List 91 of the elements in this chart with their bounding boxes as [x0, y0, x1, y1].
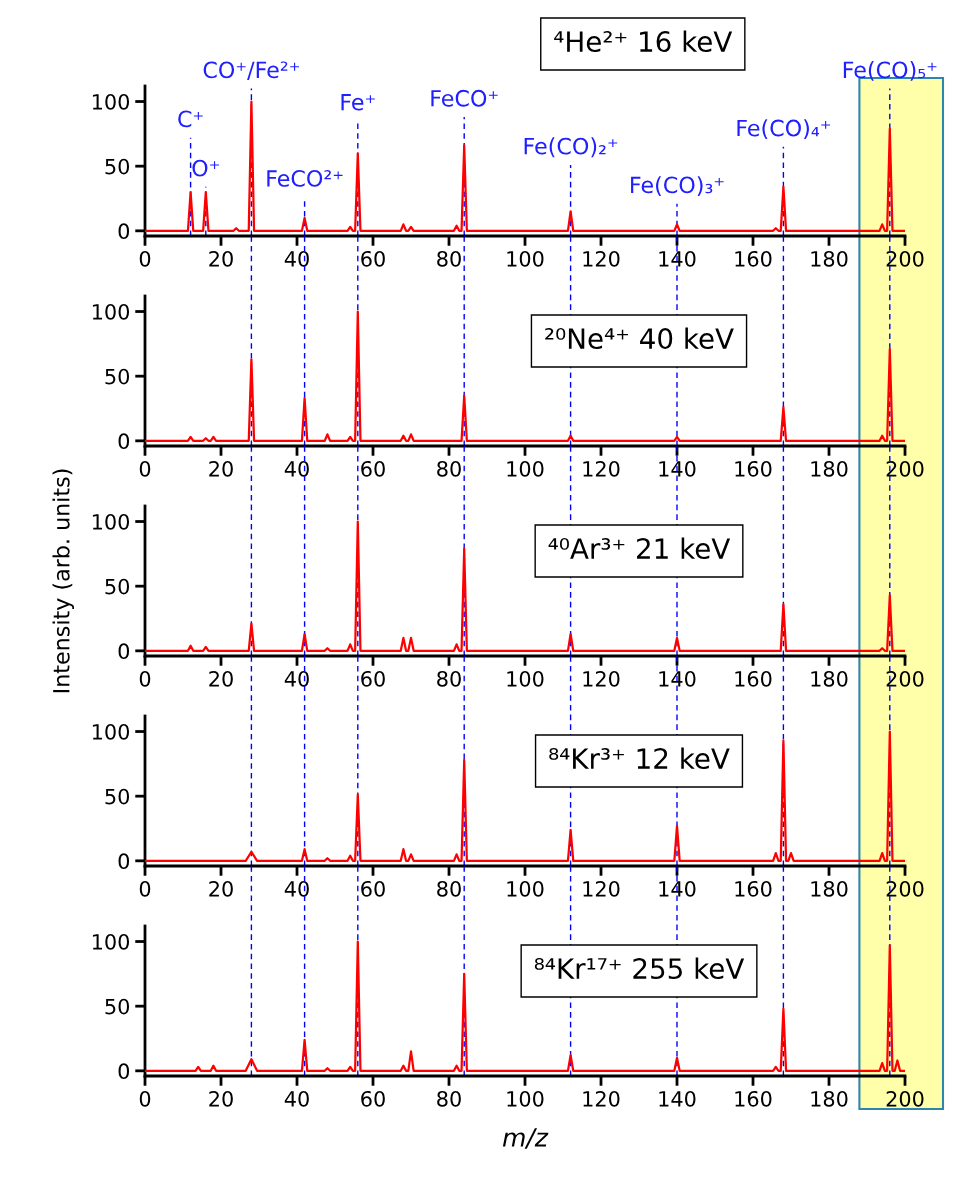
x-tick-label: 180 — [811, 670, 848, 687]
x-tick-label: 60 — [361, 460, 385, 477]
x-tick-label: 100 — [507, 880, 544, 897]
x-tick-label: 160 — [735, 460, 772, 477]
annotation: ²⁰Ne⁴⁺ 40 keV — [545, 327, 734, 350]
text: ⁴He²⁺ 16 keV — [554, 30, 733, 53]
x-tick-label: 160 — [735, 670, 772, 687]
x-tick-label: 80 — [437, 250, 461, 267]
x-tick-label: 200 — [886, 1090, 924, 1107]
line-series — [145, 310, 905, 442]
x-tick-label: 0 — [139, 460, 151, 477]
line-series — [145, 520, 905, 652]
x-tick-label: 0 — [139, 1090, 151, 1107]
x-tick-label: 20 — [209, 1090, 233, 1107]
annotation: Fe(CO)₅⁺ — [843, 61, 937, 81]
x-tick-label: 20 — [209, 670, 233, 687]
annotation: ⁸⁴Kr³⁺ 12 keV — [549, 747, 730, 770]
y-axis-title: Intensity (arb. units) — [52, 469, 74, 693]
x-tick-label: 100 — [507, 250, 544, 267]
x-tick-label: 40 — [284, 460, 309, 477]
x-tick-label: 120 — [583, 670, 620, 687]
y-tick-label: 50 — [105, 998, 130, 1015]
x-axis-title: m/z — [502, 1128, 549, 1149]
x-tick-label: 40 — [284, 250, 309, 267]
x-tick-label: 80 — [437, 1090, 461, 1107]
x-tick-label: 160 — [735, 250, 772, 267]
x-tick-label: 120 — [583, 460, 620, 477]
x-tick-label: 120 — [583, 880, 620, 897]
x-tick-label: 60 — [361, 880, 385, 897]
x-tick-label: 180 — [811, 880, 848, 897]
y-tick-label: 0 — [118, 1063, 130, 1080]
x-tick-label: 180 — [811, 1090, 848, 1107]
x-tick-label: 100 — [507, 1090, 544, 1107]
x-tick-label: 140 — [659, 250, 696, 267]
x-tick-label: 140 — [659, 880, 696, 897]
x-tick-label: 160 — [735, 1090, 772, 1107]
y-tick-label: 0 — [118, 853, 130, 870]
annotation: Fe(CO)₂⁺ — [524, 137, 618, 158]
x-tick-label: 120 — [583, 250, 620, 267]
y-tick-label: 0 — [118, 643, 130, 660]
x-tick-label: 200 — [886, 460, 924, 477]
x-tick-label: 20 — [209, 460, 233, 477]
y-tick-label: 100 — [92, 303, 130, 320]
x-tick-label: 20 — [209, 880, 233, 897]
line-series — [145, 940, 905, 1072]
x-tick-label: 80 — [437, 460, 461, 477]
y-tick-label: 50 — [105, 788, 130, 805]
y-tick-label: 100 — [92, 513, 130, 530]
y-tick-label: 50 — [105, 578, 130, 595]
x-tick-label: 100 — [507, 670, 544, 687]
x-tick-label: 160 — [735, 880, 772, 897]
x-tick-label: 120 — [583, 1090, 620, 1107]
annotation: ⁴⁰Ar³⁺ 21 keV — [548, 537, 731, 560]
x-tick-label: 40 — [284, 670, 309, 687]
y-tick-label: 0 — [118, 433, 130, 450]
x-tick-label: 0 — [139, 880, 151, 897]
annotation: FeCO⁺ — [431, 89, 498, 107]
annotation: C⁺ — [178, 110, 203, 128]
x-tick-label: 60 — [361, 1090, 385, 1107]
x-tick-label: 200 — [886, 880, 924, 897]
y-tick-label: 100 — [92, 933, 130, 950]
x-tick-label: 180 — [811, 250, 848, 267]
annotation: Fe(CO)₃⁺ — [631, 176, 724, 196]
y-tick-label: 50 — [105, 158, 130, 175]
annotation: Fe(CO)₄⁺ — [737, 119, 831, 140]
x-tick-label: 80 — [437, 880, 461, 897]
annotation: Fe⁺ — [341, 94, 375, 111]
x-tick-label: 60 — [361, 670, 385, 687]
x-tick-label: 140 — [659, 1090, 696, 1107]
x-tick-label: 80 — [437, 670, 461, 687]
x-tick-label: 0 — [139, 670, 151, 687]
x-tick-label: 140 — [659, 670, 696, 687]
x-tick-label: 200 — [886, 250, 924, 267]
y-tick-label: 100 — [92, 93, 130, 110]
x-tick-label: 20 — [209, 250, 233, 267]
line-series — [145, 730, 905, 862]
annotation: ⁸⁴Kr¹⁷⁺ 255 keV — [534, 957, 745, 980]
x-tick-label: 100 — [507, 460, 544, 477]
x-tick-label: 60 — [361, 250, 385, 267]
y-tick-label: 100 — [92, 723, 130, 740]
x-tick-label: 200 — [886, 670, 924, 687]
y-tick-label: 50 — [105, 368, 130, 385]
annotation: CO⁺/Fe²⁺ — [203, 61, 299, 80]
x-tick-label: 180 — [811, 460, 848, 477]
x-tick-label: 0 — [139, 250, 151, 267]
x-tick-label: 140 — [659, 460, 696, 477]
x-tick-label: 40 — [284, 1090, 309, 1107]
y-tick-label: 0 — [118, 223, 130, 240]
annotation: FeCO²⁺ — [267, 170, 343, 187]
x-tick-label: 40 — [284, 880, 309, 897]
annotation: O⁺ — [192, 159, 219, 177]
